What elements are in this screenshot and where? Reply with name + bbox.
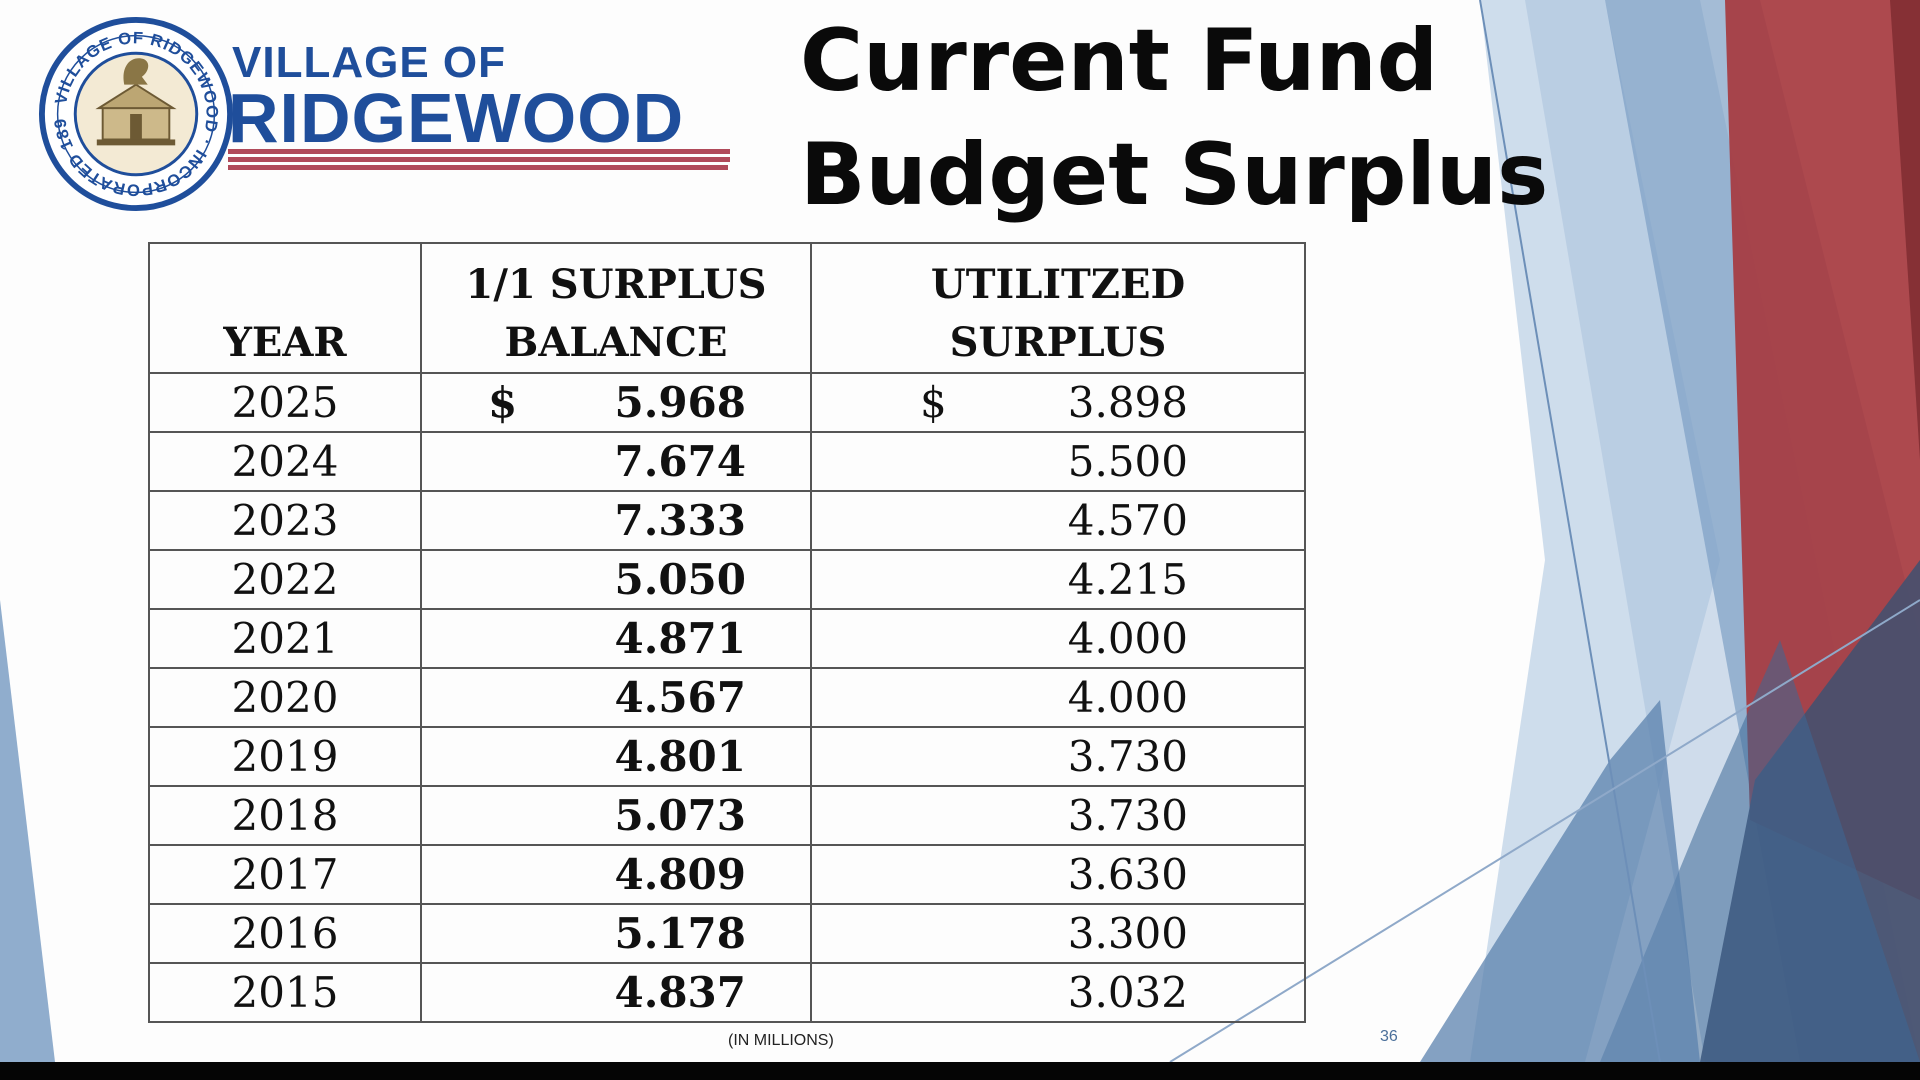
balance-value: 4.567: [614, 673, 746, 722]
balance-value: 7.674: [614, 437, 746, 486]
logo-stripe: [228, 157, 730, 162]
currency-symbol: $: [920, 378, 947, 427]
balance-value: 4.837: [614, 968, 746, 1017]
cell-utilized-surplus: 5.500: [810, 431, 1306, 492]
cell-year: 2021: [148, 608, 422, 669]
cell-year: 2022: [148, 549, 422, 610]
page-number: 36: [1380, 1028, 1398, 1045]
utilized-value: 4.000: [1067, 614, 1188, 663]
cell-surplus-balance: 7.333: [420, 490, 812, 551]
table-row: 2025 $5.968 $3.898: [148, 372, 1306, 433]
utilized-value: 3.630: [1067, 850, 1188, 899]
logo-ridgewood-text: RIDGEWOOD: [228, 79, 685, 157]
balance-value: 5.050: [614, 555, 746, 604]
utilized-value: 3.730: [1067, 791, 1188, 840]
balance-value: 7.333: [614, 496, 746, 545]
cell-surplus-balance: 4.567: [420, 667, 812, 728]
balance-value: 5.178: [614, 909, 746, 958]
utilized-value: 3.898: [1067, 378, 1188, 427]
utilized-value: 3.032: [1067, 968, 1188, 1017]
footnote-in-millions: (IN MILLIONS): [728, 1032, 834, 1049]
cell-year: 2016: [148, 903, 422, 964]
utilized-value: 3.730: [1067, 732, 1188, 781]
cell-utilized-surplus: 3.730: [810, 726, 1306, 787]
logo-village-of-text: VILLAGE OF: [232, 38, 506, 87]
cell-surplus-balance: 4.871: [420, 608, 812, 669]
cell-surplus-balance: 4.837: [420, 962, 812, 1023]
cell-utilized-surplus: 3.630: [810, 844, 1306, 905]
balance-value: 5.073: [614, 791, 746, 840]
balance-value: 4.809: [614, 850, 746, 899]
table-row: 2020 4.567 4.000: [148, 667, 1306, 728]
utilized-value: 5.500: [1067, 437, 1188, 486]
cell-year: 2020: [148, 667, 422, 728]
slide-title-line-1: Current Fund: [800, 11, 1439, 111]
currency-symbol: $: [488, 378, 518, 427]
table-header-row: YEAR 1/1 SURPLUS BALANCE UTILITZED SURPL…: [148, 242, 1306, 374]
cell-utilized-surplus: 3.300: [810, 903, 1306, 964]
cell-year: 2018: [148, 785, 422, 846]
cell-surplus-balance: 4.801: [420, 726, 812, 787]
cell-surplus-balance: 5.178: [420, 903, 812, 964]
cell-utilized-surplus: 3.730: [810, 785, 1306, 846]
cell-surplus-balance: 5.050: [420, 549, 812, 610]
table-row: 2016 5.178 3.300: [148, 903, 1306, 964]
cell-year: 2017: [148, 844, 422, 905]
header-year: YEAR: [148, 242, 422, 374]
cell-surplus-balance: 7.674: [420, 431, 812, 492]
utilized-value: 4.215: [1067, 555, 1188, 604]
surplus-table: YEAR 1/1 SURPLUS BALANCE UTILITZED SURPL…: [148, 242, 1306, 1023]
header-surplus-balance: 1/1 SURPLUS BALANCE: [420, 242, 812, 374]
village-seal-logo: VILLAGE OF RIDGEWOOD · INCORPORATED 1894…: [38, 16, 234, 212]
table-body: 2025 $5.968 $3.898 2024 7.674 5.500 2023 7.333 4…: [148, 372, 1306, 1023]
balance-value: 4.871: [614, 614, 746, 663]
balance-value: 4.801: [614, 732, 746, 781]
cell-year: 2025: [148, 372, 422, 433]
cell-year: 2015: [148, 962, 422, 1023]
header-utilized-surplus: UTILITZED SURPLUS: [810, 242, 1306, 374]
cell-surplus-balance: $5.968: [420, 372, 812, 433]
cell-surplus-balance: 4.809: [420, 844, 812, 905]
table-row: 2024 7.674 5.500: [148, 431, 1306, 492]
cell-surplus-balance: 5.073: [420, 785, 812, 846]
logo-stripe: [228, 165, 728, 170]
table-row: 2022 5.050 4.215: [148, 549, 1306, 610]
cell-utilized-surplus: 4.215: [810, 549, 1306, 610]
cell-utilized-surplus: $3.898: [810, 372, 1306, 433]
utilized-value: 4.000: [1067, 673, 1188, 722]
cell-year: 2023: [148, 490, 422, 551]
cell-utilized-surplus: 3.032: [810, 962, 1306, 1023]
table-row: 2017 4.809 3.630: [148, 844, 1306, 905]
bottom-black-bar: [0, 1062, 1920, 1080]
table-row: 2018 5.073 3.730: [148, 785, 1306, 846]
balance-value: 5.968: [614, 378, 746, 427]
cell-utilized-surplus: 4.000: [810, 667, 1306, 728]
cell-utilized-surplus: 4.000: [810, 608, 1306, 669]
cell-utilized-surplus: 4.570: [810, 490, 1306, 551]
table-row: 2021 4.871 4.000: [148, 608, 1306, 669]
utilized-value: 3.300: [1067, 909, 1188, 958]
slide-title-line-2: Budget Surplus: [800, 125, 1549, 225]
table-row: 2023 7.333 4.570: [148, 490, 1306, 551]
slide-title: Current Fund Budget Surplus: [800, 4, 1548, 232]
logo-stripe: [228, 149, 730, 154]
utilized-value: 4.570: [1067, 496, 1188, 545]
cell-year: 2019: [148, 726, 422, 787]
table-row: 2015 4.837 3.032: [148, 962, 1306, 1023]
cell-year: 2024: [148, 431, 422, 492]
table-row: 2019 4.801 3.730: [148, 726, 1306, 787]
